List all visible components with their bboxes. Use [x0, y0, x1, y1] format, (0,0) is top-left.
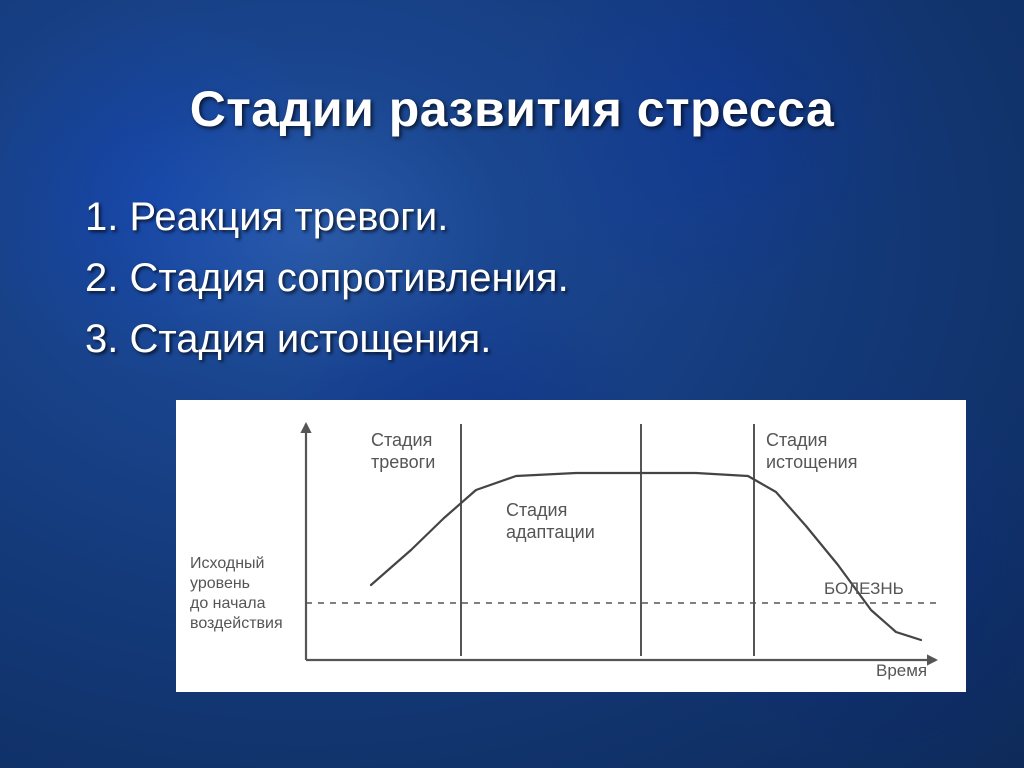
- svg-text:Стадия: Стадия: [371, 430, 432, 450]
- svg-text:тревоги: тревоги: [371, 452, 435, 472]
- svg-text:адаптации: адаптации: [506, 522, 595, 542]
- svg-text:Стадия: Стадия: [766, 430, 827, 450]
- svg-text:БОЛЕЗНЬ: БОЛЕЗНЬ: [824, 579, 904, 598]
- svg-text:уровень: уровень: [190, 575, 250, 592]
- svg-text:Исходный: Исходный: [190, 555, 264, 572]
- stages-list: 1. Реакция тревоги. 2. Стадия сопротивле…: [85, 195, 964, 378]
- list-item: 3. Стадия истощения.: [85, 317, 964, 362]
- svg-text:Время: Время: [876, 661, 927, 680]
- chart-svg: Исходный уровень до начала воздействия Стади…: [176, 400, 966, 692]
- svg-text:воздействия: воздействия: [190, 615, 283, 632]
- slide-title: Стадии развития стресса: [0, 80, 1024, 138]
- slide: Стадии развития стресса 1. Реакция трево…: [0, 0, 1024, 768]
- svg-text:истощения: истощения: [766, 452, 857, 472]
- stress-curve-chart: Исходный уровень до начала воздействия Стади…: [176, 400, 966, 692]
- list-item: 1. Реакция тревоги.: [85, 195, 964, 240]
- svg-text:Стадия: Стадия: [506, 500, 567, 520]
- list-item: 2. Стадия сопротивления.: [85, 256, 964, 301]
- svg-text:до начала: до начала: [190, 595, 266, 612]
